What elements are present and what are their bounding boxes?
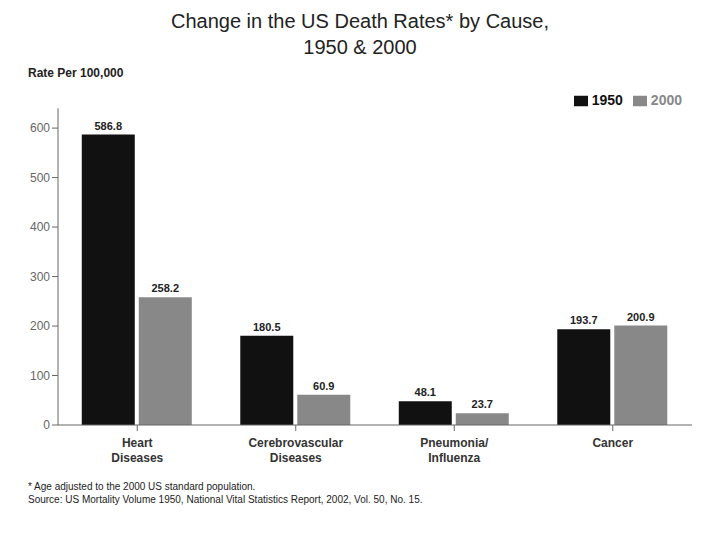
svg-text:300: 300 [30, 270, 50, 284]
svg-text:CerebrovascularDiseases: CerebrovascularDiseases [248, 436, 343, 465]
svg-text:400: 400 [30, 220, 50, 234]
svg-text:48.1: 48.1 [415, 386, 436, 398]
html-text:* Age adjusted to the 2000 US: * Age adjusted to the 2000 US standard p… [28, 481, 256, 492]
svg-text:200: 200 [30, 319, 50, 333]
html-text:2000: 2000 [650, 92, 682, 108]
html-text:Change in the US Death Rates*: Change in the US Death Rates* by Cause, … [171, 10, 549, 58]
svg-text:500: 500 [30, 171, 50, 185]
svg-text:193.7: 193.7 [570, 314, 598, 326]
svg-text:600: 600 [30, 121, 50, 135]
html-text:1950: 1950 [591, 92, 623, 108]
svg-text:HeartDiseases: HeartDiseases [111, 436, 163, 465]
svg-text:Pneumonia/Influenza: Pneumonia/Influenza [420, 436, 489, 465]
svg-text:258.2: 258.2 [152, 282, 180, 294]
svg-text:23.7: 23.7 [472, 398, 493, 410]
svg-text:100: 100 [30, 369, 50, 383]
html-text:Rate Per 100,000: Rate Per 100,000 [28, 66, 124, 80]
html-text:Source: US Mortality Volume 19: Source: US Mortality Volume 1950, Nation… [28, 494, 423, 505]
svg-text:0: 0 [43, 418, 50, 432]
svg-text:Cancer: Cancer [592, 436, 633, 450]
svg-text:586.8: 586.8 [95, 120, 123, 132]
svg-text:180.5: 180.5 [253, 321, 281, 333]
svg-text:200.9: 200.9 [627, 311, 655, 323]
svg-text:60.9: 60.9 [313, 380, 334, 392]
